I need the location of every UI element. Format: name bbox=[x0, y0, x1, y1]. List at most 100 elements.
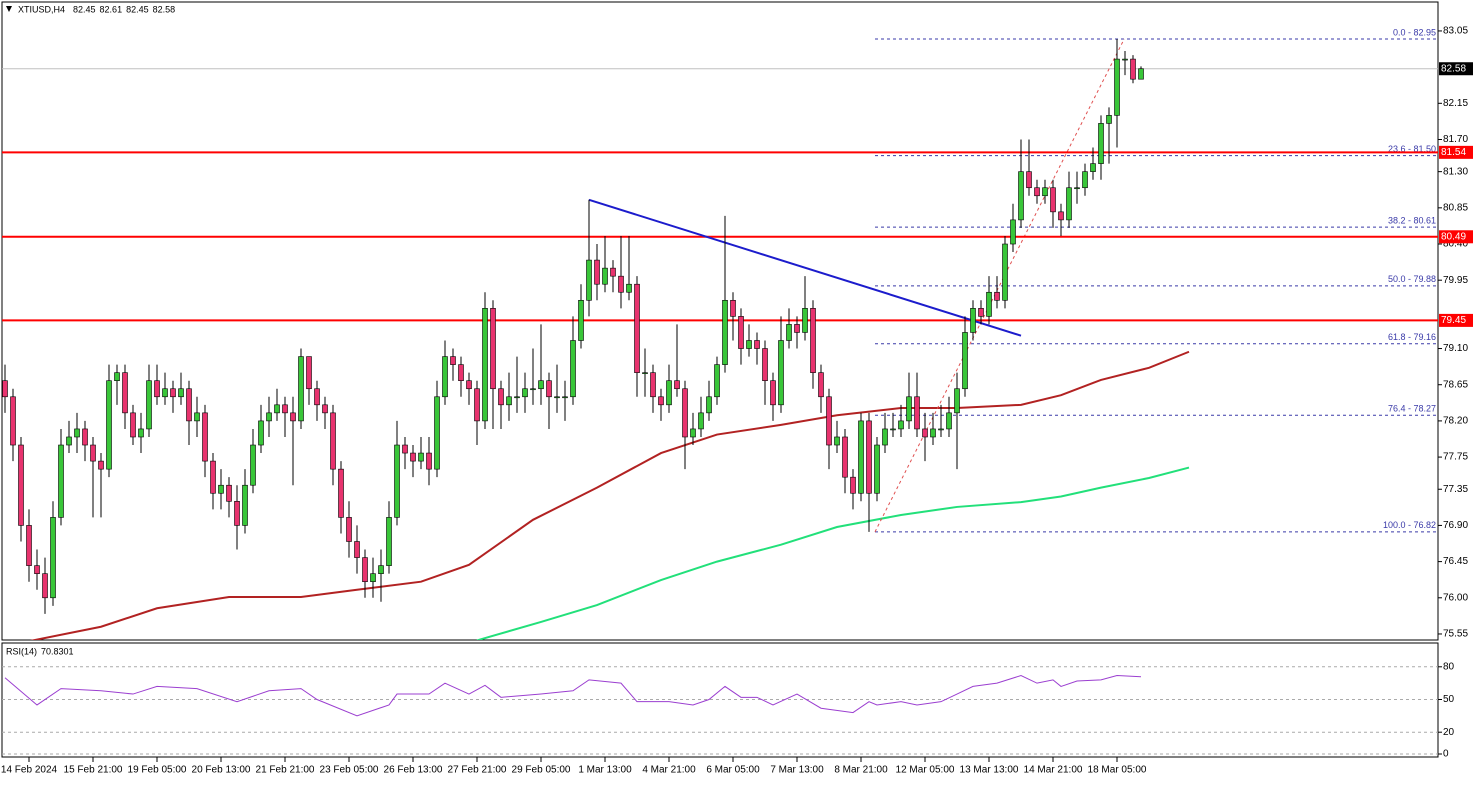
header-icon bbox=[6, 6, 12, 12]
candle-body bbox=[1010, 219, 1016, 245]
candle-body bbox=[2, 380, 8, 398]
y-tick-label: 79.10 bbox=[1443, 343, 1468, 354]
candle-body bbox=[410, 452, 416, 462]
candle-body bbox=[922, 428, 928, 438]
candle-body bbox=[122, 372, 128, 414]
level-tag-label: 81.54 bbox=[1441, 147, 1466, 158]
candle-body bbox=[442, 356, 448, 398]
fib-label: 76.4 - 78.27 bbox=[1388, 404, 1436, 414]
candle-body bbox=[306, 356, 312, 390]
candle-body bbox=[586, 259, 592, 301]
candle-body bbox=[170, 388, 176, 398]
candle-body bbox=[322, 404, 328, 414]
x-tick-label: 27 Feb 21:00 bbox=[448, 765, 507, 776]
candle-body bbox=[258, 420, 264, 446]
candle-body bbox=[506, 396, 512, 406]
candle-body bbox=[666, 380, 672, 406]
candle-body bbox=[242, 484, 248, 526]
level-tag bbox=[1439, 313, 1473, 327]
y-tick-label: 20 bbox=[1443, 727, 1455, 738]
candle-body bbox=[1002, 243, 1008, 301]
candle-body bbox=[1050, 187, 1056, 213]
candle-body bbox=[394, 444, 400, 518]
overlay: 83.05 82.15 81.70 81.30 80.85 80.40 79.95 79.10… bbox=[1, 4, 1473, 776]
fib-label: 61.8 - 79.16 bbox=[1388, 332, 1436, 342]
rsi-line bbox=[4, 674, 1142, 717]
candle-body bbox=[338, 468, 344, 518]
rsi-value: 70.8301 bbox=[41, 646, 74, 656]
candle-body bbox=[842, 436, 848, 478]
candle-body bbox=[682, 388, 688, 438]
candle-body bbox=[378, 565, 384, 574]
ohlc-value: 82.45 bbox=[126, 4, 149, 14]
rsi-plot bbox=[2, 666, 1438, 755]
candle-body bbox=[874, 444, 880, 494]
candle-body bbox=[722, 299, 728, 365]
candle-body bbox=[42, 573, 48, 599]
candle-body bbox=[602, 267, 608, 285]
candle-body bbox=[218, 484, 224, 494]
candle-body bbox=[202, 412, 208, 462]
candle-body bbox=[538, 380, 544, 390]
candle-body bbox=[266, 412, 272, 422]
candle-body bbox=[274, 404, 280, 414]
candle-body bbox=[658, 396, 664, 406]
candle-body bbox=[818, 372, 824, 398]
candle-body bbox=[386, 517, 392, 566]
y-tick-label: 50 bbox=[1443, 694, 1455, 705]
candle-body bbox=[66, 436, 72, 446]
candle-body bbox=[138, 428, 144, 438]
candle-body bbox=[650, 372, 656, 398]
y-tick-label: 76.90 bbox=[1443, 520, 1468, 531]
candle-body bbox=[714, 364, 720, 398]
y-tick-label: 77.35 bbox=[1443, 484, 1468, 495]
candle-body bbox=[946, 412, 952, 430]
candle-body bbox=[906, 396, 912, 422]
candle-body bbox=[546, 380, 552, 398]
candle-body bbox=[986, 291, 992, 317]
candle-body bbox=[1138, 68, 1144, 80]
candle-body bbox=[794, 324, 800, 333]
candle-body bbox=[1026, 171, 1032, 189]
x-tick-label: 1 Mar 13:00 bbox=[578, 765, 632, 776]
candle-body bbox=[634, 283, 640, 373]
candle-body bbox=[290, 412, 296, 422]
candle-body bbox=[690, 428, 696, 438]
moving-average bbox=[29, 350, 1190, 640]
candle-body bbox=[858, 420, 864, 494]
candle-body bbox=[962, 332, 968, 390]
candle-body bbox=[770, 380, 776, 406]
candle-body bbox=[34, 565, 40, 574]
x-tick-label: 6 Mar 05:00 bbox=[706, 765, 760, 776]
candle-body bbox=[1098, 123, 1104, 164]
candle-body bbox=[970, 308, 976, 333]
price-tag-label: 82.58 bbox=[1441, 63, 1466, 74]
candle-body bbox=[250, 444, 256, 486]
candle-body bbox=[298, 356, 304, 422]
y-tick-label: 83.05 bbox=[1443, 26, 1468, 37]
fib-label: 23.6 - 81.50 bbox=[1388, 144, 1436, 154]
y-tick-label: 80.85 bbox=[1443, 202, 1468, 213]
candle-body bbox=[1018, 171, 1024, 221]
candle-body bbox=[578, 299, 584, 341]
candle-body bbox=[570, 340, 576, 398]
candle-body bbox=[90, 444, 96, 462]
fib-label: 50.0 - 79.88 bbox=[1388, 274, 1436, 284]
candle-body bbox=[226, 484, 232, 502]
x-tick-label: 15 Feb 21:00 bbox=[64, 765, 123, 776]
y-tick-label: 75.55 bbox=[1443, 629, 1468, 640]
candle-body bbox=[594, 259, 600, 285]
candle-body bbox=[418, 452, 424, 462]
candle-body bbox=[826, 396, 832, 446]
candle-body bbox=[490, 308, 496, 390]
x-tick-label: 13 Mar 13:00 bbox=[960, 765, 1019, 776]
candle-body bbox=[914, 396, 920, 430]
y-tick-label: 78.65 bbox=[1443, 379, 1468, 390]
x-tick-label: 29 Feb 05:00 bbox=[512, 765, 571, 776]
candle-body bbox=[210, 460, 216, 494]
candle-body bbox=[674, 380, 680, 390]
candle-body bbox=[106, 380, 112, 470]
x-tick-label: 12 Mar 05:00 bbox=[896, 765, 955, 776]
y-tick-label: 81.30 bbox=[1443, 166, 1468, 177]
candle-body bbox=[466, 380, 472, 390]
